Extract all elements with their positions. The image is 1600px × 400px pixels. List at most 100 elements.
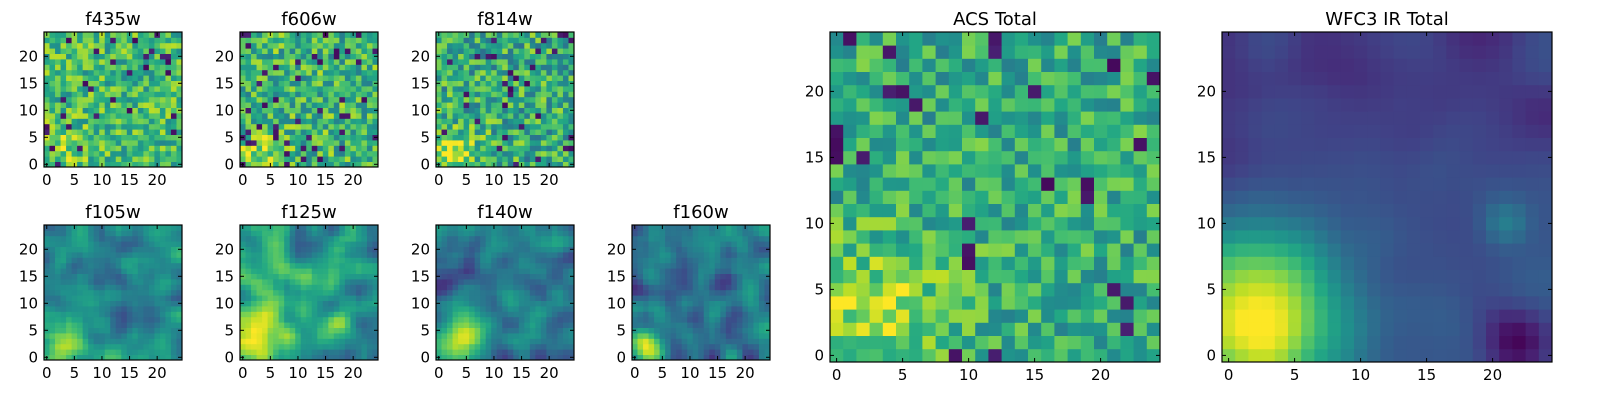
heatmap-cell (355, 327, 362, 334)
heatmap-cell (256, 316, 263, 323)
heatmap-cell (496, 69, 503, 76)
heatmap-cell (742, 300, 749, 307)
heatmap-cell (703, 349, 710, 355)
heatmap-cell (736, 279, 743, 285)
heatmap-cell (1120, 322, 1134, 336)
heatmap-cell (507, 107, 514, 114)
heatmap-cell (676, 289, 683, 296)
heatmap-cell (137, 69, 144, 76)
heatmap-cell (436, 140, 442, 146)
heatmap-cell (753, 349, 760, 355)
heatmap-cell (350, 113, 357, 119)
heatmap-cell (317, 140, 324, 146)
heatmap-cell (665, 279, 672, 285)
heatmap-cell (93, 80, 100, 87)
heatmap-cell (99, 273, 106, 280)
heatmap-cell (300, 118, 307, 125)
heatmap-cell (328, 235, 335, 242)
heatmap-cell (159, 86, 166, 92)
heatmap-cell (747, 343, 754, 350)
heatmap-cell (88, 48, 95, 54)
heatmap-cell (300, 235, 307, 242)
heatmap-cell (143, 349, 150, 355)
heatmap-cell (143, 338, 150, 345)
heatmap-cell (535, 102, 542, 108)
heatmap-cell (843, 243, 857, 257)
heatmap-cell (1080, 256, 1095, 270)
heatmap-cell (513, 161, 520, 168)
heatmap-cell (300, 230, 307, 237)
heatmap-cell (758, 338, 765, 345)
heatmap-cell (66, 107, 72, 114)
heatmap-cell (524, 42, 531, 49)
heatmap-cell (344, 102, 351, 108)
heatmap-cell (355, 300, 362, 307)
heatmap-cell (758, 262, 765, 269)
heatmap-cell (170, 241, 177, 247)
heatmap-cell (551, 123, 558, 130)
heatmap-cell (328, 86, 335, 92)
heatmap-cell (245, 113, 252, 119)
heatmap-cells (44, 32, 183, 168)
heatmap-cell (289, 257, 296, 264)
heatmap-cell (311, 113, 318, 119)
y-tick-label: 20 (215, 240, 234, 258)
heatmap-cell (267, 349, 274, 355)
heatmap-cell (278, 75, 285, 81)
heatmap-cell (643, 230, 649, 237)
heatmap-cell (143, 273, 150, 280)
heatmap-cell (88, 86, 95, 92)
heatmap-cell (66, 268, 72, 274)
heatmap-cell (121, 235, 128, 242)
heatmap-cell (485, 235, 492, 242)
heatmap-cell (55, 59, 61, 65)
heatmap-cell (284, 241, 291, 247)
heatmap-cell (502, 161, 509, 168)
heatmap-cell (126, 246, 133, 253)
heatmap-cell (372, 343, 379, 350)
heatmap-cell (458, 257, 464, 264)
heatmap-cell (49, 80, 56, 87)
heatmap-cell (284, 32, 291, 38)
heatmap-cell (121, 333, 128, 339)
heatmap-cell (524, 316, 531, 323)
heatmap-cell (507, 273, 514, 280)
heatmap-cell (1014, 296, 1029, 310)
heatmap-cell (143, 150, 150, 157)
heatmap-cell (262, 75, 268, 81)
heatmap-cell (524, 295, 531, 301)
heatmap-cell (856, 216, 870, 231)
heatmap-cell (507, 113, 514, 119)
heatmap-cell (551, 145, 558, 152)
heatmap-cell (115, 349, 122, 355)
heatmap-cell (256, 118, 263, 125)
heatmap-cell (975, 282, 989, 297)
heatmap-cell (82, 284, 89, 291)
heatmap-cell (654, 322, 660, 328)
heatmap-cell (126, 295, 133, 301)
heatmap-cell (328, 284, 335, 291)
heatmap-cell (311, 156, 318, 162)
heatmap-cell (355, 140, 362, 146)
heatmap-cell (896, 216, 910, 231)
heatmap-cell (648, 343, 655, 350)
heatmap-cell (372, 32, 379, 38)
heatmap-cell (333, 37, 340, 44)
heatmap-cell (557, 295, 564, 301)
heatmap-cell (289, 75, 296, 81)
heatmap-cell (568, 156, 575, 162)
heatmap-cell (725, 300, 732, 307)
heatmap-cell (104, 230, 111, 237)
heatmap-cell (110, 91, 117, 98)
heatmap-cell (709, 235, 716, 242)
heatmap-cell (474, 42, 481, 49)
heatmap-cell (273, 268, 280, 274)
heatmap-cell (256, 257, 263, 264)
heatmap-cell (93, 75, 100, 81)
heatmap-cell (557, 156, 564, 162)
heatmap-cell (507, 354, 514, 361)
heatmap-cell (551, 59, 558, 65)
heatmap-cell (295, 316, 302, 323)
heatmap-cell (317, 262, 324, 269)
heatmap-cell (350, 156, 357, 162)
